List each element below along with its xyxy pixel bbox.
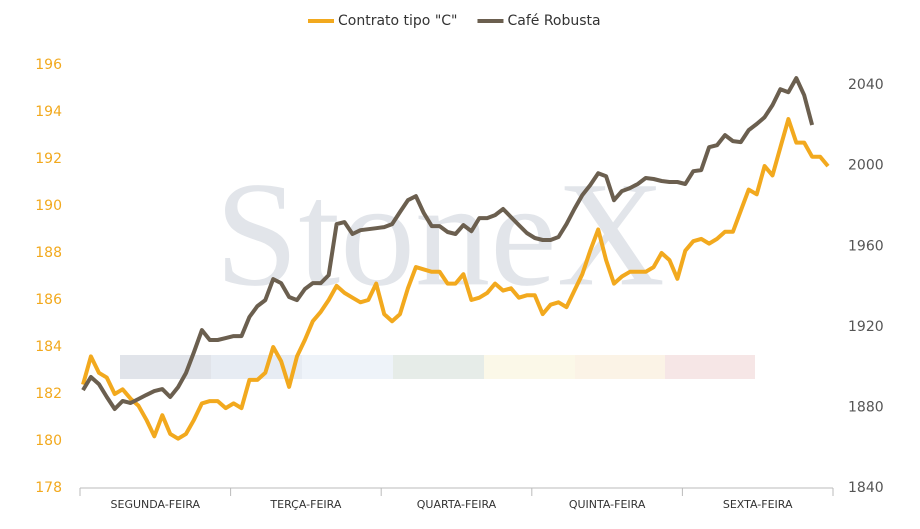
y-tick-label: 190 <box>35 198 62 214</box>
decor-bar <box>575 355 665 379</box>
y-tick-label: 192 <box>35 151 62 167</box>
y2-tick-label: 1840 <box>848 480 884 496</box>
y-tick-label: 196 <box>35 57 62 73</box>
y-tick-label: 184 <box>35 339 62 355</box>
decor-bar <box>211 355 302 379</box>
y-tick-label: 180 <box>35 433 62 449</box>
x-group-label: QUINTA-FEIRA <box>569 498 646 511</box>
y-tick-label: 194 <box>35 104 62 120</box>
legend-label: Contrato tipo "C" <box>338 13 457 29</box>
legend-label: Café Robusta <box>507 13 600 29</box>
y-tick-label: 186 <box>35 292 62 308</box>
watermark: StoneX <box>215 151 665 317</box>
decor-bar <box>484 355 575 379</box>
x-group-label: QUARTA-FEIRA <box>417 498 497 511</box>
decor-bar <box>120 355 211 379</box>
y-tick-label: 182 <box>35 386 62 402</box>
decor-bar <box>393 355 484 379</box>
y2-tick-label: 2000 <box>848 158 884 174</box>
y-tick-label: 188 <box>35 245 62 261</box>
y2-tick-label: 1880 <box>848 399 884 415</box>
y2-tick-label: 1960 <box>848 238 884 254</box>
x-group-label: SEGUNDA-FEIRA <box>111 498 201 511</box>
decor-bar <box>302 355 393 379</box>
y-tick-label: 178 <box>35 480 62 496</box>
x-group-label: SEXTA-FEIRA <box>723 498 793 511</box>
y2-tick-label: 1920 <box>848 319 884 335</box>
decor <box>120 355 755 379</box>
decor-bar <box>665 355 755 379</box>
x-group-label: TERÇA-FEIRA <box>269 498 341 511</box>
series-line <box>81 117 830 441</box>
series-line <box>81 76 815 411</box>
y2-tick-label: 2040 <box>848 77 884 93</box>
